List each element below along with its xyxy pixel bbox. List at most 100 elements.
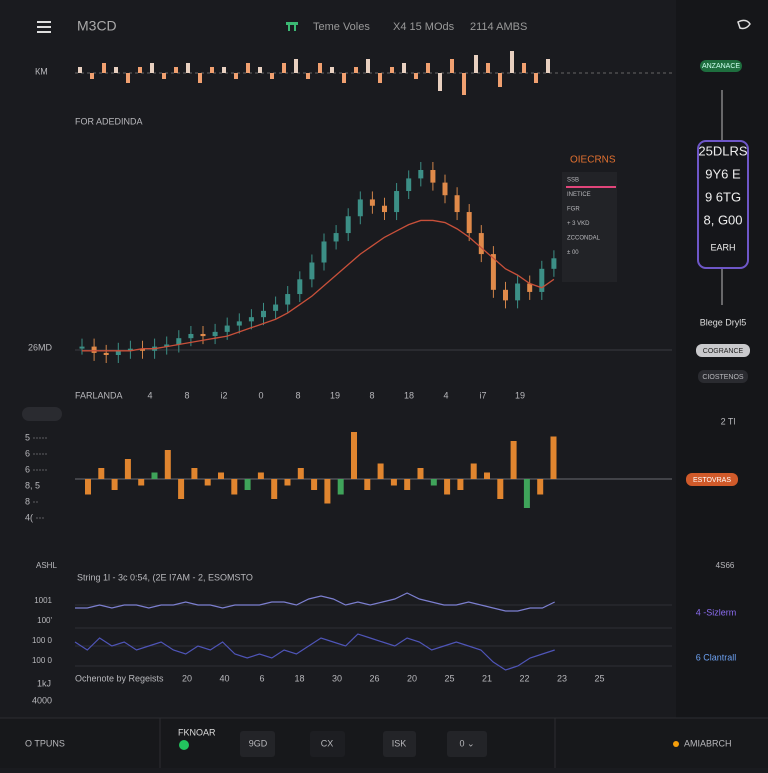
strip-bar	[162, 73, 166, 79]
strip-bar	[390, 67, 394, 73]
row-label: 8, 5	[25, 480, 40, 490]
row-label: 4( ···	[25, 512, 45, 522]
volume-bar	[85, 479, 91, 495]
volume-bar	[244, 479, 251, 490]
x-tick-label: 18	[404, 390, 414, 400]
strip-bar	[426, 63, 430, 73]
strip-bar	[258, 67, 262, 73]
candle	[515, 283, 521, 301]
volume-bar	[377, 463, 384, 479]
candle	[490, 254, 496, 290]
button[interactable]	[310, 731, 345, 757]
strip-bar	[102, 63, 106, 73]
candle	[248, 317, 254, 322]
status-dot	[673, 741, 679, 747]
candle	[176, 338, 182, 345]
row-label: 6 ·····	[25, 448, 48, 458]
badge	[700, 60, 742, 72]
toggle[interactable]	[22, 407, 62, 421]
candle	[188, 333, 194, 339]
volume-bar	[124, 459, 131, 479]
candle	[551, 258, 557, 269]
label: 2 Tl	[721, 416, 736, 426]
candle	[442, 182, 448, 196]
x-tick-label: 4	[443, 390, 448, 400]
settings-icon[interactable]	[737, 19, 751, 30]
button-text: CX	[321, 738, 334, 748]
volume-bar	[218, 472, 224, 479]
row-label: ASHL	[36, 561, 57, 570]
strip-bar	[318, 63, 322, 73]
strip-bar	[114, 67, 118, 73]
tooltip-row: ± 00	[567, 250, 579, 256]
candle	[454, 195, 460, 213]
candle	[79, 346, 85, 349]
menu-icon[interactable]	[37, 21, 51, 33]
volume-bar	[98, 468, 105, 479]
strip-bar	[246, 63, 250, 73]
row-label: КМ	[35, 66, 48, 76]
stat: 2114 AMBS	[470, 21, 527, 33]
candle	[357, 199, 363, 217]
volume-bar	[417, 468, 424, 479]
candle	[382, 205, 387, 213]
legend-entry: 4 -Sizlerm	[696, 607, 737, 617]
strip-bar	[450, 59, 454, 73]
axis-title: Ochenote by Regeists	[75, 673, 164, 683]
button-text: 0 ⌄	[459, 738, 474, 748]
x-tick-label: 6	[259, 673, 264, 683]
candle	[527, 283, 533, 292]
x-tick-label: i2	[220, 390, 227, 400]
volume-bar	[497, 479, 504, 499]
tooltip	[562, 172, 617, 282]
strip-bar	[498, 73, 502, 87]
strip-bar	[210, 67, 214, 73]
volume-bar	[138, 479, 145, 486]
strip-bar	[378, 73, 382, 83]
candle	[309, 262, 315, 280]
strip-bar	[486, 63, 490, 73]
volume-bar	[324, 479, 331, 504]
button[interactable]	[383, 731, 416, 757]
volume-bar	[151, 472, 158, 479]
volume-bar	[231, 479, 238, 495]
row-label: 26MD	[28, 342, 53, 352]
strip-bar	[198, 73, 202, 83]
x-tick-label: 0	[258, 390, 263, 400]
volume-bar	[164, 450, 171, 479]
tooltip-row: FGR	[567, 207, 580, 213]
button[interactable]	[696, 344, 750, 357]
strip-bar	[234, 73, 238, 79]
strip-bar	[150, 63, 154, 73]
strip-bar	[330, 67, 334, 73]
button[interactable]	[698, 370, 748, 383]
volume-bar	[271, 479, 278, 499]
volume-bar	[257, 472, 264, 479]
candle	[91, 346, 97, 353]
row-label: 100 0	[32, 636, 53, 645]
strip-bar	[414, 73, 418, 79]
button[interactable]	[240, 731, 275, 757]
strip-bar	[270, 73, 274, 79]
section-title: FOR ADEDINDA	[75, 116, 143, 126]
row-label: 100 0	[32, 656, 53, 665]
footer-label: AMIABRCH	[684, 738, 732, 748]
candle	[321, 241, 327, 263]
stat-value: EARH	[710, 242, 735, 252]
strip-bar	[474, 55, 478, 73]
stat: X4 15 MOds	[393, 21, 455, 33]
candle	[418, 170, 424, 179]
x-tick-label: 18	[294, 673, 304, 683]
candle	[539, 268, 545, 292]
volume-bar	[311, 479, 318, 490]
strip-bar	[342, 73, 346, 83]
strip-bar	[294, 59, 298, 73]
button[interactable]	[447, 731, 487, 757]
x-tick-label: 22	[519, 673, 529, 683]
tooltip-row: SSB	[567, 178, 579, 184]
x-tick-label: 20	[182, 673, 192, 683]
x-tick-label: 25	[444, 673, 454, 683]
candle	[466, 212, 472, 234]
row-label: 6 ·····	[25, 464, 48, 474]
